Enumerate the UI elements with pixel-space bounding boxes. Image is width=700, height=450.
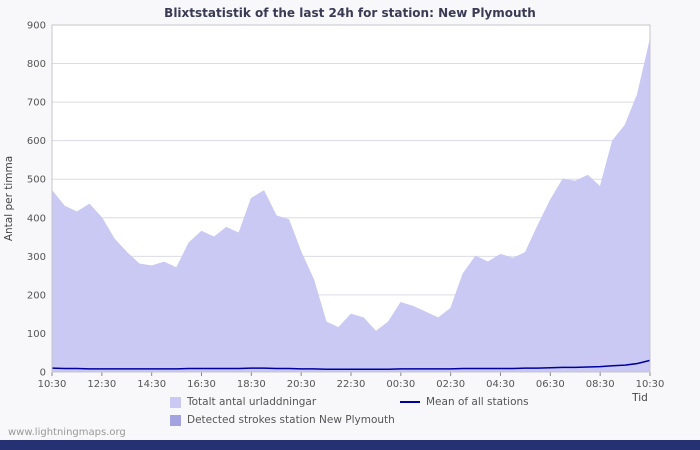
svg-text:06:30: 06:30 (536, 379, 565, 390)
svg-text:600: 600 (27, 136, 46, 147)
svg-text:0: 0 (40, 368, 46, 379)
svg-text:10:30: 10:30 (38, 379, 67, 390)
svg-text:18:30: 18:30 (237, 379, 266, 390)
svg-text:16:30: 16:30 (187, 379, 216, 390)
svg-text:200: 200 (27, 290, 46, 301)
svg-text:00:30: 00:30 (386, 379, 415, 390)
legend-label-detected: Detected strokes station New Plymouth (187, 414, 395, 426)
svg-text:02:30: 02:30 (436, 379, 465, 390)
svg-text:08:30: 08:30 (586, 379, 615, 390)
detected-area-swatch-icon (170, 414, 181, 426)
mean-line-swatch-icon (400, 401, 420, 403)
svg-text:22:30: 22:30 (337, 379, 366, 390)
svg-text:Antal per timma: Antal per timma (3, 156, 15, 241)
svg-text:400: 400 (27, 213, 46, 224)
svg-text:12:30: 12:30 (87, 379, 116, 390)
svg-text:700: 700 (27, 98, 46, 109)
svg-text:500: 500 (27, 175, 46, 186)
footer-bar (0, 440, 700, 450)
svg-text:800: 800 (27, 59, 46, 70)
chart-title: Blixtstatistik of the last 24h for stati… (164, 6, 536, 20)
legend-item-detected: Detected strokes station New Plymouth (170, 414, 395, 426)
legend-item-mean: Mean of all stations (400, 396, 529, 408)
svg-text:10:30: 10:30 (636, 379, 665, 390)
total-area-swatch-icon (170, 396, 181, 408)
svg-text:900: 900 (27, 21, 46, 32)
legend-label-total: Totalt antal urladdningar (187, 396, 317, 408)
svg-text:100: 100 (27, 329, 46, 340)
svg-text:04:30: 04:30 (486, 379, 515, 390)
svg-text:Tid: Tid (631, 392, 648, 404)
svg-text:300: 300 (27, 252, 46, 263)
legend-label-mean: Mean of all stations (426, 396, 529, 408)
watermark-link: www.lightningmaps.org (8, 427, 126, 438)
svg-text:14:30: 14:30 (137, 379, 166, 390)
svg-text:20:30: 20:30 (287, 379, 316, 390)
legend-item-total: Totalt antal urladdningar (170, 396, 316, 408)
lightning-area-chart: 0 100 200 300 400 500 600 700 800 900 10:30 12:30 14… (3, 21, 665, 405)
